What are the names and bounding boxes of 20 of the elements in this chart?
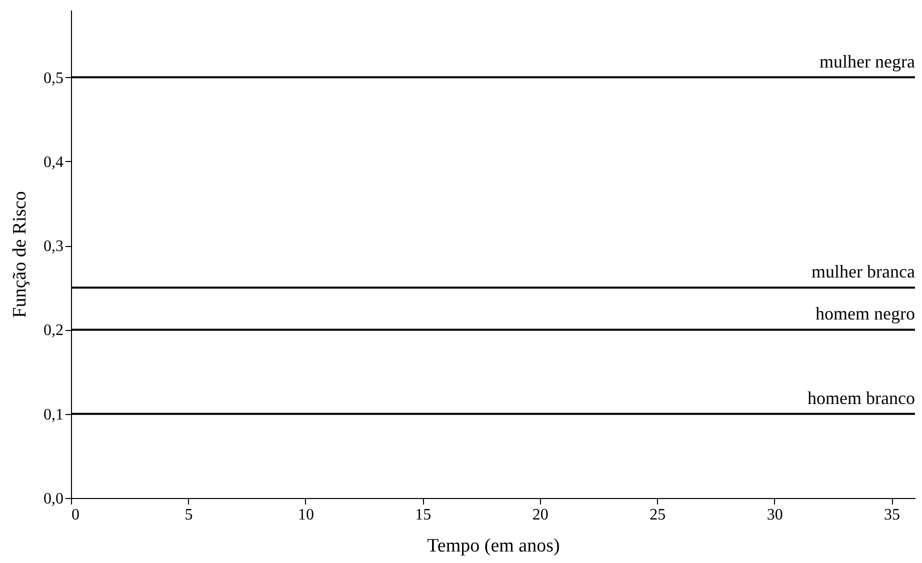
y-tick-label: 0,3 xyxy=(44,238,64,256)
x-tick-label: 5 xyxy=(184,506,193,524)
x-tick-label: 15 xyxy=(415,506,432,524)
x-tick-label: 25 xyxy=(650,506,666,524)
y-axis-title: Função de Risco xyxy=(10,191,30,318)
y-tick-label: 0,0 xyxy=(44,490,64,508)
series-label: mulher negra xyxy=(820,51,915,72)
x-tick-label: 10 xyxy=(298,506,314,524)
series-label: homem branco xyxy=(808,388,915,408)
x-tick-label: 20 xyxy=(532,506,548,524)
y-tick-label: 0,2 xyxy=(44,322,64,340)
x-tick-label: 0 xyxy=(72,506,80,524)
y-tick-label: 0,4 xyxy=(44,154,64,171)
series-label: mulher branca xyxy=(812,262,916,282)
x-tick-label: 30 xyxy=(766,506,783,524)
x-tick-label: 35 xyxy=(884,506,900,524)
y-tick-label: 0,1 xyxy=(44,406,64,424)
y-tick-label: 0,5 xyxy=(44,70,64,87)
series-label: homem negro xyxy=(816,304,915,324)
x-axis-title: Tempo (em anos) xyxy=(427,536,560,556)
